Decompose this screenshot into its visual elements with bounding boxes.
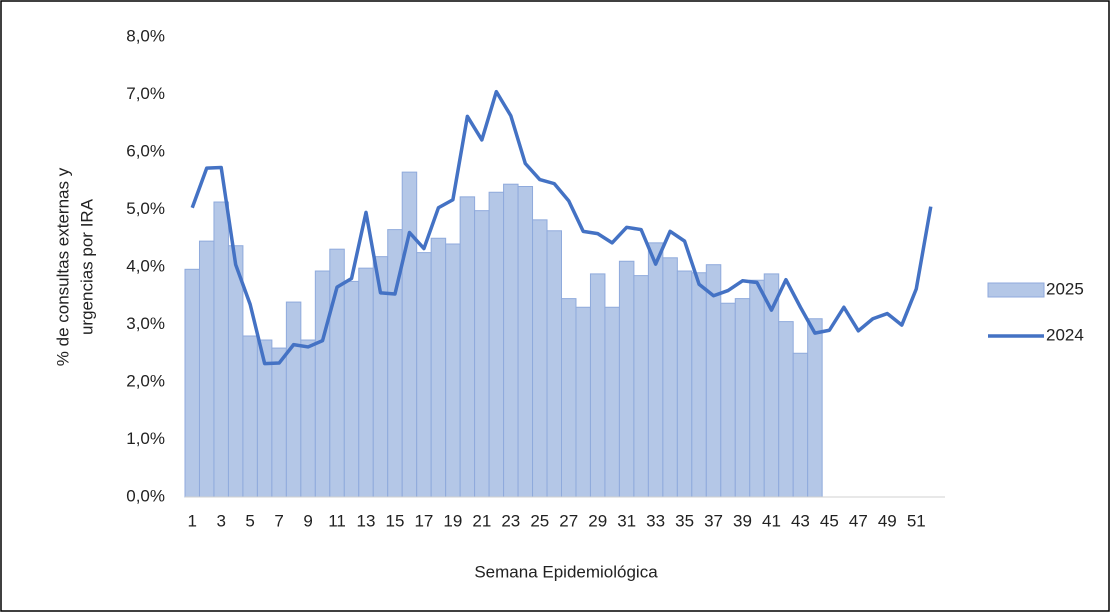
bar [271, 347, 287, 498]
bar [546, 230, 562, 498]
x-tick-label: 39 [733, 511, 752, 530]
x-tick-label: 29 [588, 511, 607, 530]
x-tick-label: 25 [530, 511, 549, 530]
bar [749, 279, 765, 498]
x-tick-label: 43 [791, 511, 810, 530]
bar [445, 243, 461, 498]
bar [720, 302, 736, 498]
bar [676, 270, 693, 498]
x-tick-label: 47 [849, 511, 868, 530]
x-tick-label: 5 [245, 511, 254, 530]
y-tick-label: 3,0% [126, 314, 165, 333]
y-tick-label: 6,0% [126, 141, 165, 160]
x-tick-label: 23 [501, 511, 520, 530]
x-tick-label: 51 [907, 511, 926, 530]
y-tick-label: 5,0% [126, 199, 165, 218]
bar [778, 321, 794, 498]
y-tick-label: 4,0% [126, 256, 165, 275]
x-tick-label: 33 [646, 511, 665, 530]
y-axis-title: % de consultas externas y [53, 167, 72, 366]
x-tick-label: 21 [472, 511, 491, 530]
bar [532, 219, 548, 498]
legend-label: 2024 [1046, 325, 1084, 344]
x-tick-label: 17 [414, 511, 433, 530]
y-tick-label: 0,0% [126, 486, 165, 505]
bar [575, 306, 591, 498]
bar [604, 306, 620, 498]
x-tick-label: 15 [386, 511, 405, 530]
bar [300, 339, 316, 498]
bar [662, 257, 678, 498]
y-tick-label: 1,0% [126, 429, 165, 448]
bar [691, 272, 707, 498]
x-tick-label: 13 [357, 511, 376, 530]
x-tick-label: 31 [617, 511, 636, 530]
bar [459, 196, 476, 498]
x-tick-label: 35 [675, 511, 694, 530]
bar [416, 252, 432, 498]
x-tick-label: 19 [443, 511, 462, 530]
bar [561, 298, 577, 498]
bar [314, 270, 331, 498]
bar [198, 240, 215, 498]
line [190, 89, 933, 366]
bar [517, 186, 534, 498]
legend-label: 2025 [1046, 279, 1084, 298]
bar [285, 301, 302, 498]
bar [589, 273, 606, 498]
x-tick-label: 41 [762, 511, 781, 530]
bar [343, 280, 360, 498]
bar [401, 171, 418, 498]
bar [474, 210, 490, 498]
x-tick-label: 11 [328, 511, 346, 530]
bar [705, 264, 722, 498]
y-tick-label: 2,0% [126, 371, 165, 390]
bar [647, 242, 664, 498]
y-tick-label: 7,0% [126, 84, 165, 103]
x-tick-label: 7 [274, 511, 283, 530]
bar [792, 352, 809, 498]
bar [633, 275, 649, 498]
bar [734, 298, 751, 498]
legend-swatch [987, 282, 1045, 298]
x-axis-title: Semana Epidemiológica [474, 562, 658, 581]
x-tick-label: 9 [303, 511, 312, 530]
bar [503, 183, 519, 498]
y-axis-title: urgencias por IRA [77, 198, 96, 335]
x-tick-label: 3 [216, 511, 225, 530]
x-tick-label: 49 [878, 511, 897, 530]
bar [618, 260, 635, 498]
y-tick-label: 8,0% [126, 26, 165, 45]
bar [358, 267, 374, 498]
bar [430, 237, 447, 498]
x-tick-label: 27 [559, 511, 578, 530]
bar [807, 318, 823, 498]
bar [488, 191, 505, 498]
x-tick-label: 45 [820, 511, 839, 530]
bar [213, 201, 229, 498]
x-tick-label: 37 [704, 511, 723, 530]
x-tick-label: 1 [188, 511, 197, 530]
bar [242, 335, 258, 498]
bar [184, 268, 200, 498]
